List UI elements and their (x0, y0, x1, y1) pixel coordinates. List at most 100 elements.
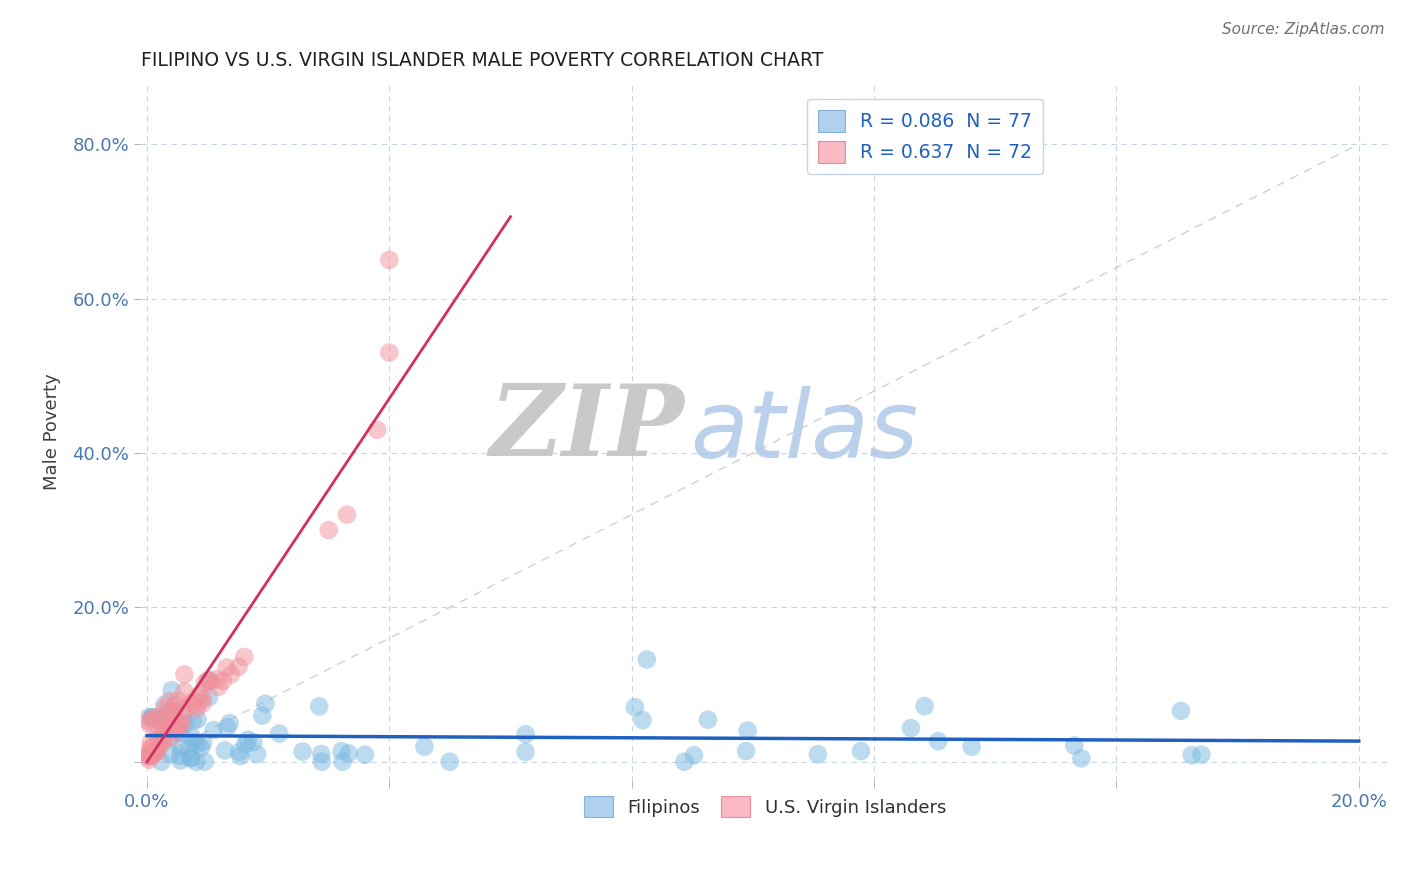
Legend: Filipinos, U.S. Virgin Islanders: Filipinos, U.S. Virgin Islanders (576, 789, 953, 824)
Point (636, 652, 658, 666)
Point (172, 701, 194, 715)
Point (153, 698, 176, 712)
Point (807, 747, 830, 761)
Point (142, 745, 165, 759)
Point (153, 707, 176, 722)
Point (378, 345, 401, 359)
Point (737, 723, 759, 738)
Point (242, 735, 264, 749)
Point (156, 725, 179, 739)
Point (159, 747, 181, 761)
Point (624, 700, 647, 714)
Point (673, 755, 696, 769)
Point (269, 726, 291, 740)
Point (170, 740, 193, 755)
Point (139, 748, 162, 763)
Point (1063, 739, 1085, 753)
Point (186, 712, 208, 726)
Point (233, 649, 256, 664)
Point (228, 745, 250, 759)
Point (193, 735, 215, 749)
Point (337, 747, 360, 761)
Point (291, 745, 314, 759)
Point (141, 740, 163, 755)
Point (165, 699, 187, 714)
Point (228, 660, 250, 674)
Point (735, 744, 758, 758)
Point (166, 717, 188, 731)
Point (146, 728, 169, 742)
Point (197, 673, 219, 688)
Point (318, 523, 340, 537)
Point (194, 676, 217, 690)
Point (153, 723, 176, 738)
Point (160, 718, 183, 732)
Point (165, 723, 187, 737)
Point (311, 755, 333, 769)
Point (180, 751, 202, 765)
Point (139, 741, 162, 756)
Point (207, 680, 229, 694)
Point (180, 751, 202, 765)
Text: atlas: atlas (690, 386, 918, 477)
Point (145, 710, 167, 724)
Point (138, 714, 160, 728)
Point (152, 735, 174, 749)
Point (378, 252, 401, 267)
Point (160, 683, 183, 698)
Point (236, 732, 259, 747)
Point (336, 508, 359, 522)
Point (254, 697, 277, 711)
Point (960, 739, 983, 754)
Point (631, 713, 654, 727)
Point (927, 734, 949, 748)
Point (173, 706, 195, 721)
Point (184, 755, 207, 769)
Point (139, 735, 162, 749)
Point (914, 699, 936, 714)
Point (1181, 748, 1204, 763)
Point (138, 710, 160, 724)
Point (173, 684, 195, 698)
Point (366, 423, 388, 437)
Point (186, 702, 208, 716)
Point (173, 667, 195, 681)
Point (197, 673, 219, 687)
Point (141, 710, 163, 724)
Point (205, 672, 228, 686)
Point (167, 723, 190, 738)
Point (162, 712, 184, 726)
Y-axis label: Male Poverty: Male Poverty (44, 373, 60, 490)
Point (900, 721, 922, 735)
Point (169, 748, 191, 763)
Point (515, 727, 537, 741)
Point (136, 750, 159, 764)
Point (146, 742, 169, 756)
Point (330, 744, 353, 758)
Point (186, 737, 208, 751)
Point (138, 717, 160, 731)
Point (190, 740, 212, 755)
Point (1170, 704, 1192, 718)
Point (308, 699, 330, 714)
Point (159, 731, 181, 745)
Point (198, 674, 221, 689)
Text: ZIP: ZIP (489, 380, 683, 476)
Point (183, 694, 205, 708)
Point (332, 755, 354, 769)
Point (515, 745, 537, 759)
Point (186, 697, 208, 711)
Point (194, 755, 217, 769)
Point (142, 744, 165, 758)
Point (1191, 747, 1213, 762)
Point (202, 723, 225, 737)
Point (149, 735, 172, 749)
Point (167, 693, 190, 707)
Point (150, 732, 173, 747)
Point (142, 747, 165, 761)
Point (181, 714, 204, 728)
Point (214, 743, 236, 757)
Point (252, 708, 274, 723)
Point (439, 755, 461, 769)
Point (150, 728, 173, 742)
